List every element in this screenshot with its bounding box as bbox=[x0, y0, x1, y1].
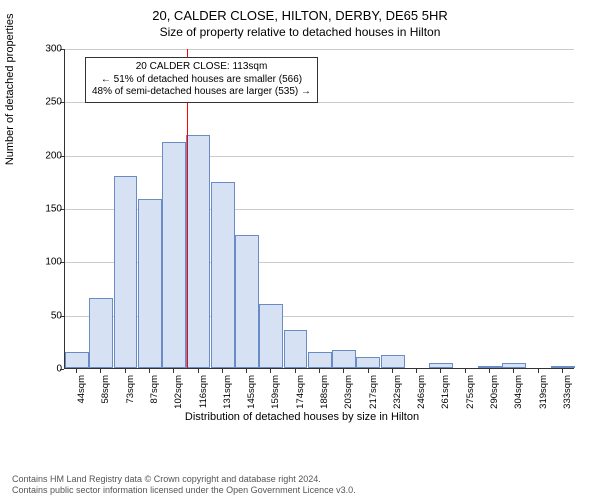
plot-region: 20 CALDER CLOSE: 113sqm ← 51% of detache… bbox=[64, 49, 574, 369]
annotation-line-1: 20 CALDER CLOSE: 113sqm bbox=[92, 61, 311, 74]
histogram-bar bbox=[89, 298, 113, 368]
footer-line-1: Contains HM Land Registry data © Crown c… bbox=[12, 474, 588, 485]
x-tick-label: 188sqm bbox=[319, 375, 330, 409]
y-tick-label: 150 bbox=[42, 204, 62, 215]
x-tick-label: 217sqm bbox=[368, 375, 379, 409]
x-tick-label: 203sqm bbox=[343, 375, 354, 409]
grid-line bbox=[65, 156, 574, 157]
x-tick-label: 304sqm bbox=[513, 375, 524, 409]
y-tick-mark bbox=[60, 369, 64, 370]
histogram-bar bbox=[356, 357, 380, 368]
x-tick-mark bbox=[246, 369, 247, 373]
histogram-bar bbox=[138, 199, 162, 368]
y-tick-mark bbox=[60, 156, 64, 157]
title-main: 20, CALDER CLOSE, HILTON, DERBY, DE65 5H… bbox=[12, 8, 588, 23]
x-tick-mark bbox=[198, 369, 199, 373]
histogram-bar bbox=[381, 355, 405, 368]
x-tick-mark bbox=[319, 369, 320, 373]
chart-container: 20, CALDER CLOSE, HILTON, DERBY, DE65 5H… bbox=[0, 0, 600, 500]
histogram-bar bbox=[186, 135, 210, 368]
y-tick-mark bbox=[60, 316, 64, 317]
y-tick-label: 250 bbox=[42, 97, 62, 108]
x-tick-label: 44sqm bbox=[76, 375, 87, 404]
y-tick-mark bbox=[60, 49, 64, 50]
x-tick-label: 116sqm bbox=[198, 375, 209, 408]
histogram-bar bbox=[551, 366, 575, 368]
x-tick-mark bbox=[173, 369, 174, 373]
histogram-bar bbox=[211, 182, 235, 368]
x-tick-mark bbox=[76, 369, 77, 373]
x-tick-label: 73sqm bbox=[125, 375, 136, 404]
x-tick-label: 102sqm bbox=[173, 375, 184, 409]
x-tick-label: 261sqm bbox=[440, 375, 451, 409]
x-tick-label: 58sqm bbox=[100, 375, 111, 404]
histogram-bar bbox=[478, 366, 502, 368]
x-tick-mark bbox=[295, 369, 296, 373]
x-tick-mark bbox=[368, 369, 369, 373]
y-tick-label: 200 bbox=[42, 150, 62, 161]
x-tick-mark bbox=[440, 369, 441, 373]
y-tick-mark bbox=[60, 262, 64, 263]
histogram-bar bbox=[259, 304, 283, 368]
x-tick-label: 174sqm bbox=[295, 375, 306, 409]
title-sub: Size of property relative to detached ho… bbox=[12, 25, 588, 39]
y-tick-label: 50 bbox=[42, 310, 62, 321]
y-tick-label: 0 bbox=[42, 364, 62, 375]
histogram-bar bbox=[162, 142, 186, 368]
x-tick-mark bbox=[149, 369, 150, 373]
histogram-bar bbox=[284, 330, 308, 368]
annotation-line-2: ← 51% of detached houses are smaller (56… bbox=[92, 74, 311, 87]
x-tick-label: 319sqm bbox=[538, 375, 549, 409]
x-tick-mark bbox=[416, 369, 417, 373]
x-tick-mark bbox=[100, 369, 101, 373]
x-tick-mark bbox=[343, 369, 344, 373]
histogram-bar bbox=[332, 350, 356, 368]
histogram-bar bbox=[308, 352, 332, 368]
x-tick-label: 131sqm bbox=[222, 375, 233, 409]
y-tick-mark bbox=[60, 209, 64, 210]
histogram-bar bbox=[429, 363, 453, 368]
x-tick-mark bbox=[562, 369, 563, 373]
x-tick-label: 87sqm bbox=[149, 375, 160, 404]
x-tick-mark bbox=[125, 369, 126, 373]
annotation-box: 20 CALDER CLOSE: 113sqm ← 51% of detache… bbox=[85, 57, 318, 103]
x-tick-label: 333sqm bbox=[562, 375, 573, 409]
footer-line-2: Contains public sector information licen… bbox=[12, 485, 588, 496]
y-tick-label: 300 bbox=[42, 44, 62, 55]
histogram-bar bbox=[235, 235, 259, 368]
x-axis-label: Distribution of detached houses by size … bbox=[22, 411, 582, 423]
x-tick-mark bbox=[489, 369, 490, 373]
y-axis-label: Number of detached properties bbox=[4, 14, 16, 166]
y-tick-label: 100 bbox=[42, 257, 62, 268]
x-tick-label: 145sqm bbox=[246, 375, 257, 409]
x-tick-mark bbox=[270, 369, 271, 373]
footer-text: Contains HM Land Registry data © Crown c… bbox=[12, 474, 588, 496]
chart-area: Number of detached properties 20 CALDER … bbox=[22, 45, 582, 425]
histogram-bar bbox=[114, 176, 138, 368]
histogram-bar bbox=[502, 363, 526, 368]
x-tick-mark bbox=[465, 369, 466, 373]
x-tick-label: 275sqm bbox=[465, 375, 476, 409]
x-tick-mark bbox=[222, 369, 223, 373]
annotation-line-3: 48% of semi-detached houses are larger (… bbox=[92, 86, 311, 99]
y-tick-mark bbox=[60, 102, 64, 103]
x-tick-mark bbox=[513, 369, 514, 373]
x-tick-label: 159sqm bbox=[270, 375, 281, 409]
x-tick-label: 246sqm bbox=[416, 375, 427, 409]
grid-line bbox=[65, 49, 574, 50]
x-tick-mark bbox=[392, 369, 393, 373]
x-tick-mark bbox=[538, 369, 539, 373]
x-tick-label: 290sqm bbox=[489, 375, 500, 409]
x-tick-label: 232sqm bbox=[392, 375, 403, 409]
histogram-bar bbox=[65, 352, 89, 368]
